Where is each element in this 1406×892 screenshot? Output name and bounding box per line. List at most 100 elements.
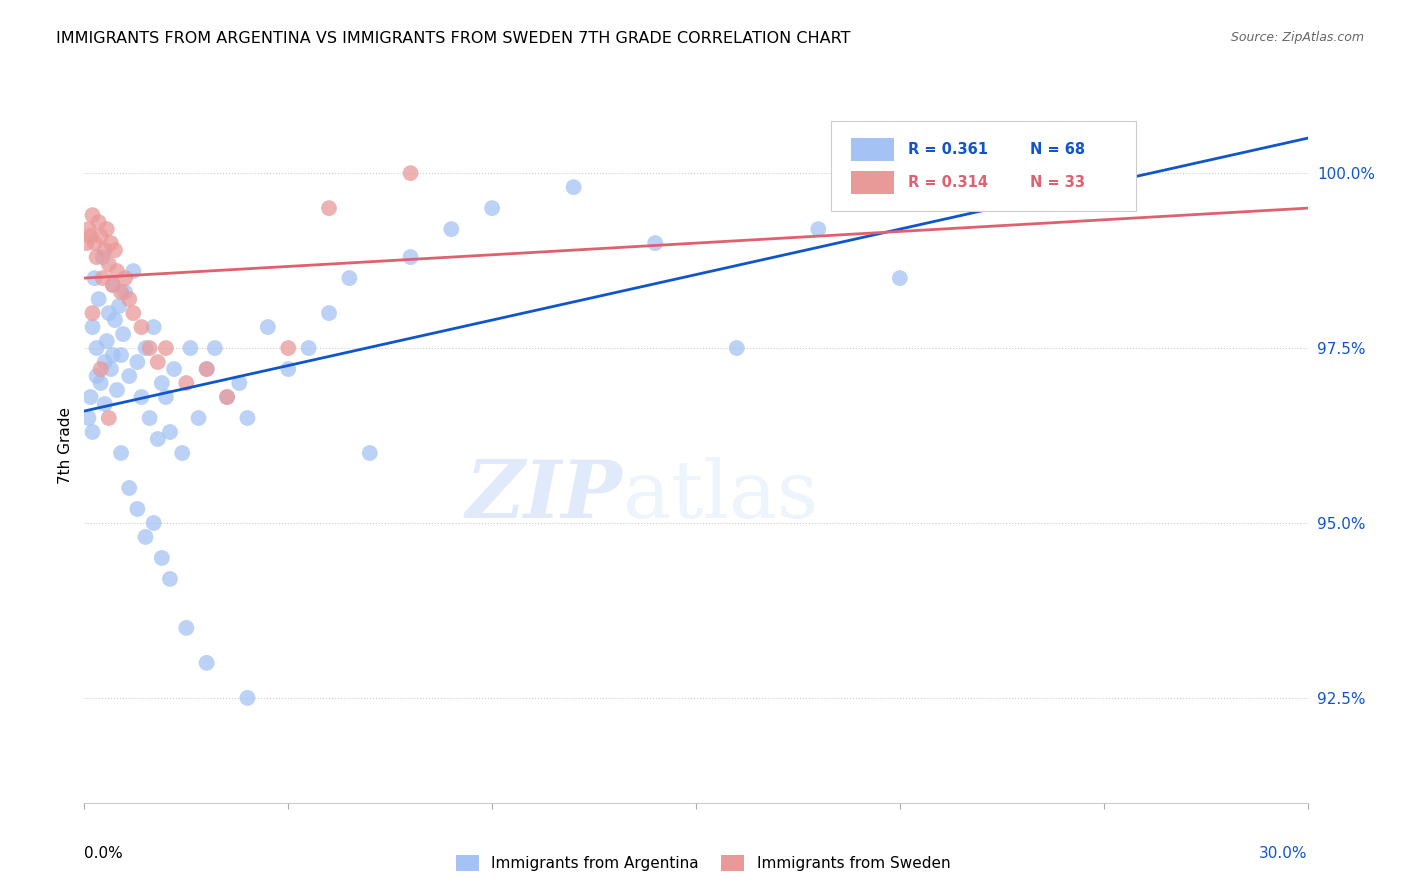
Point (110, 285, 132, 299)
Point (110, 446, 132, 460)
Point (277, 362, 299, 376)
Point (96, 334, 118, 348)
Point (318, 201, 340, 215)
Point (163, 362, 186, 376)
Point (90, 229, 112, 244)
Point (91, 271, 114, 285)
Point (159, 425, 181, 439)
Point (93, 397, 115, 411)
Point (86, 250, 108, 264)
Point (236, 411, 259, 425)
Text: Source: ZipAtlas.com: Source: ZipAtlas.com (1230, 31, 1364, 45)
Point (159, 572, 181, 586)
Point (217, 390, 239, 404)
Text: R = 0.361: R = 0.361 (908, 142, 987, 157)
Point (105, 383, 128, 397)
Point (217, 390, 239, 404)
Point (174, 621, 197, 635)
Point (96, 222, 118, 236)
Point (359, 446, 381, 460)
Text: ZIP: ZIP (465, 458, 623, 534)
Point (138, 341, 160, 355)
FancyBboxPatch shape (851, 137, 894, 161)
FancyBboxPatch shape (831, 121, 1136, 211)
Point (86, 341, 108, 355)
Point (481, 201, 503, 215)
Point (155, 390, 177, 404)
Point (127, 502, 149, 516)
Point (97, 257, 120, 271)
Point (807, 222, 830, 236)
Point (118, 481, 141, 495)
Point (155, 341, 177, 355)
Point (108, 299, 131, 313)
Point (93, 355, 115, 369)
Point (187, 411, 209, 425)
Point (399, 250, 422, 264)
Point (100, 236, 122, 251)
Point (146, 432, 169, 446)
Point (131, 390, 153, 404)
Point (97, 306, 120, 320)
Point (236, 690, 259, 705)
Point (138, 411, 160, 425)
Point (90, 376, 112, 390)
Point (112, 327, 135, 342)
Point (91, 250, 114, 264)
Point (82, 425, 104, 439)
Point (142, 516, 165, 530)
Point (195, 362, 218, 376)
Point (90, 362, 112, 376)
Point (97, 411, 120, 425)
Point (174, 376, 197, 390)
Point (562, 180, 585, 194)
Point (87, 292, 110, 306)
Point (105, 264, 128, 278)
FancyBboxPatch shape (851, 171, 894, 194)
Point (93, 243, 115, 257)
Point (118, 369, 141, 384)
Point (83, 236, 105, 251)
Text: N = 68: N = 68 (1031, 142, 1085, 157)
Point (146, 355, 169, 369)
Text: 0.0%: 0.0% (84, 846, 124, 861)
Point (122, 264, 145, 278)
Point (150, 376, 173, 390)
Point (339, 271, 361, 285)
Point (725, 341, 748, 355)
Point (142, 320, 165, 334)
Point (118, 292, 141, 306)
Point (204, 341, 226, 355)
Point (114, 271, 136, 285)
Point (644, 236, 666, 251)
Text: R = 0.314: R = 0.314 (908, 175, 987, 190)
Point (970, 180, 993, 194)
Point (86, 369, 108, 384)
Point (110, 348, 132, 362)
Text: IMMIGRANTS FROM ARGENTINA VS IMMIGRANTS FROM SWEDEN 7TH GRADE CORRELATION CHART: IMMIGRANTS FROM ARGENTINA VS IMMIGRANTS … (56, 31, 851, 46)
Point (135, 530, 157, 544)
Point (179, 341, 201, 355)
Text: atlas: atlas (623, 457, 818, 535)
Point (101, 278, 124, 293)
Point (277, 341, 299, 355)
Point (100, 362, 122, 376)
Point (195, 656, 218, 670)
Point (75, 236, 97, 251)
Point (131, 320, 153, 334)
Text: 30.0%: 30.0% (1260, 846, 1308, 861)
Point (122, 306, 145, 320)
Point (104, 313, 127, 327)
Point (87, 215, 110, 229)
Point (83, 271, 105, 285)
Point (228, 376, 250, 390)
Point (82, 320, 104, 334)
Point (82, 208, 104, 222)
Point (399, 166, 422, 180)
Point (114, 285, 136, 299)
Point (318, 306, 340, 320)
Text: N = 33: N = 33 (1031, 175, 1085, 190)
Y-axis label: 7th Grade: 7th Grade (58, 408, 73, 484)
Point (77, 411, 100, 425)
Point (440, 222, 463, 236)
